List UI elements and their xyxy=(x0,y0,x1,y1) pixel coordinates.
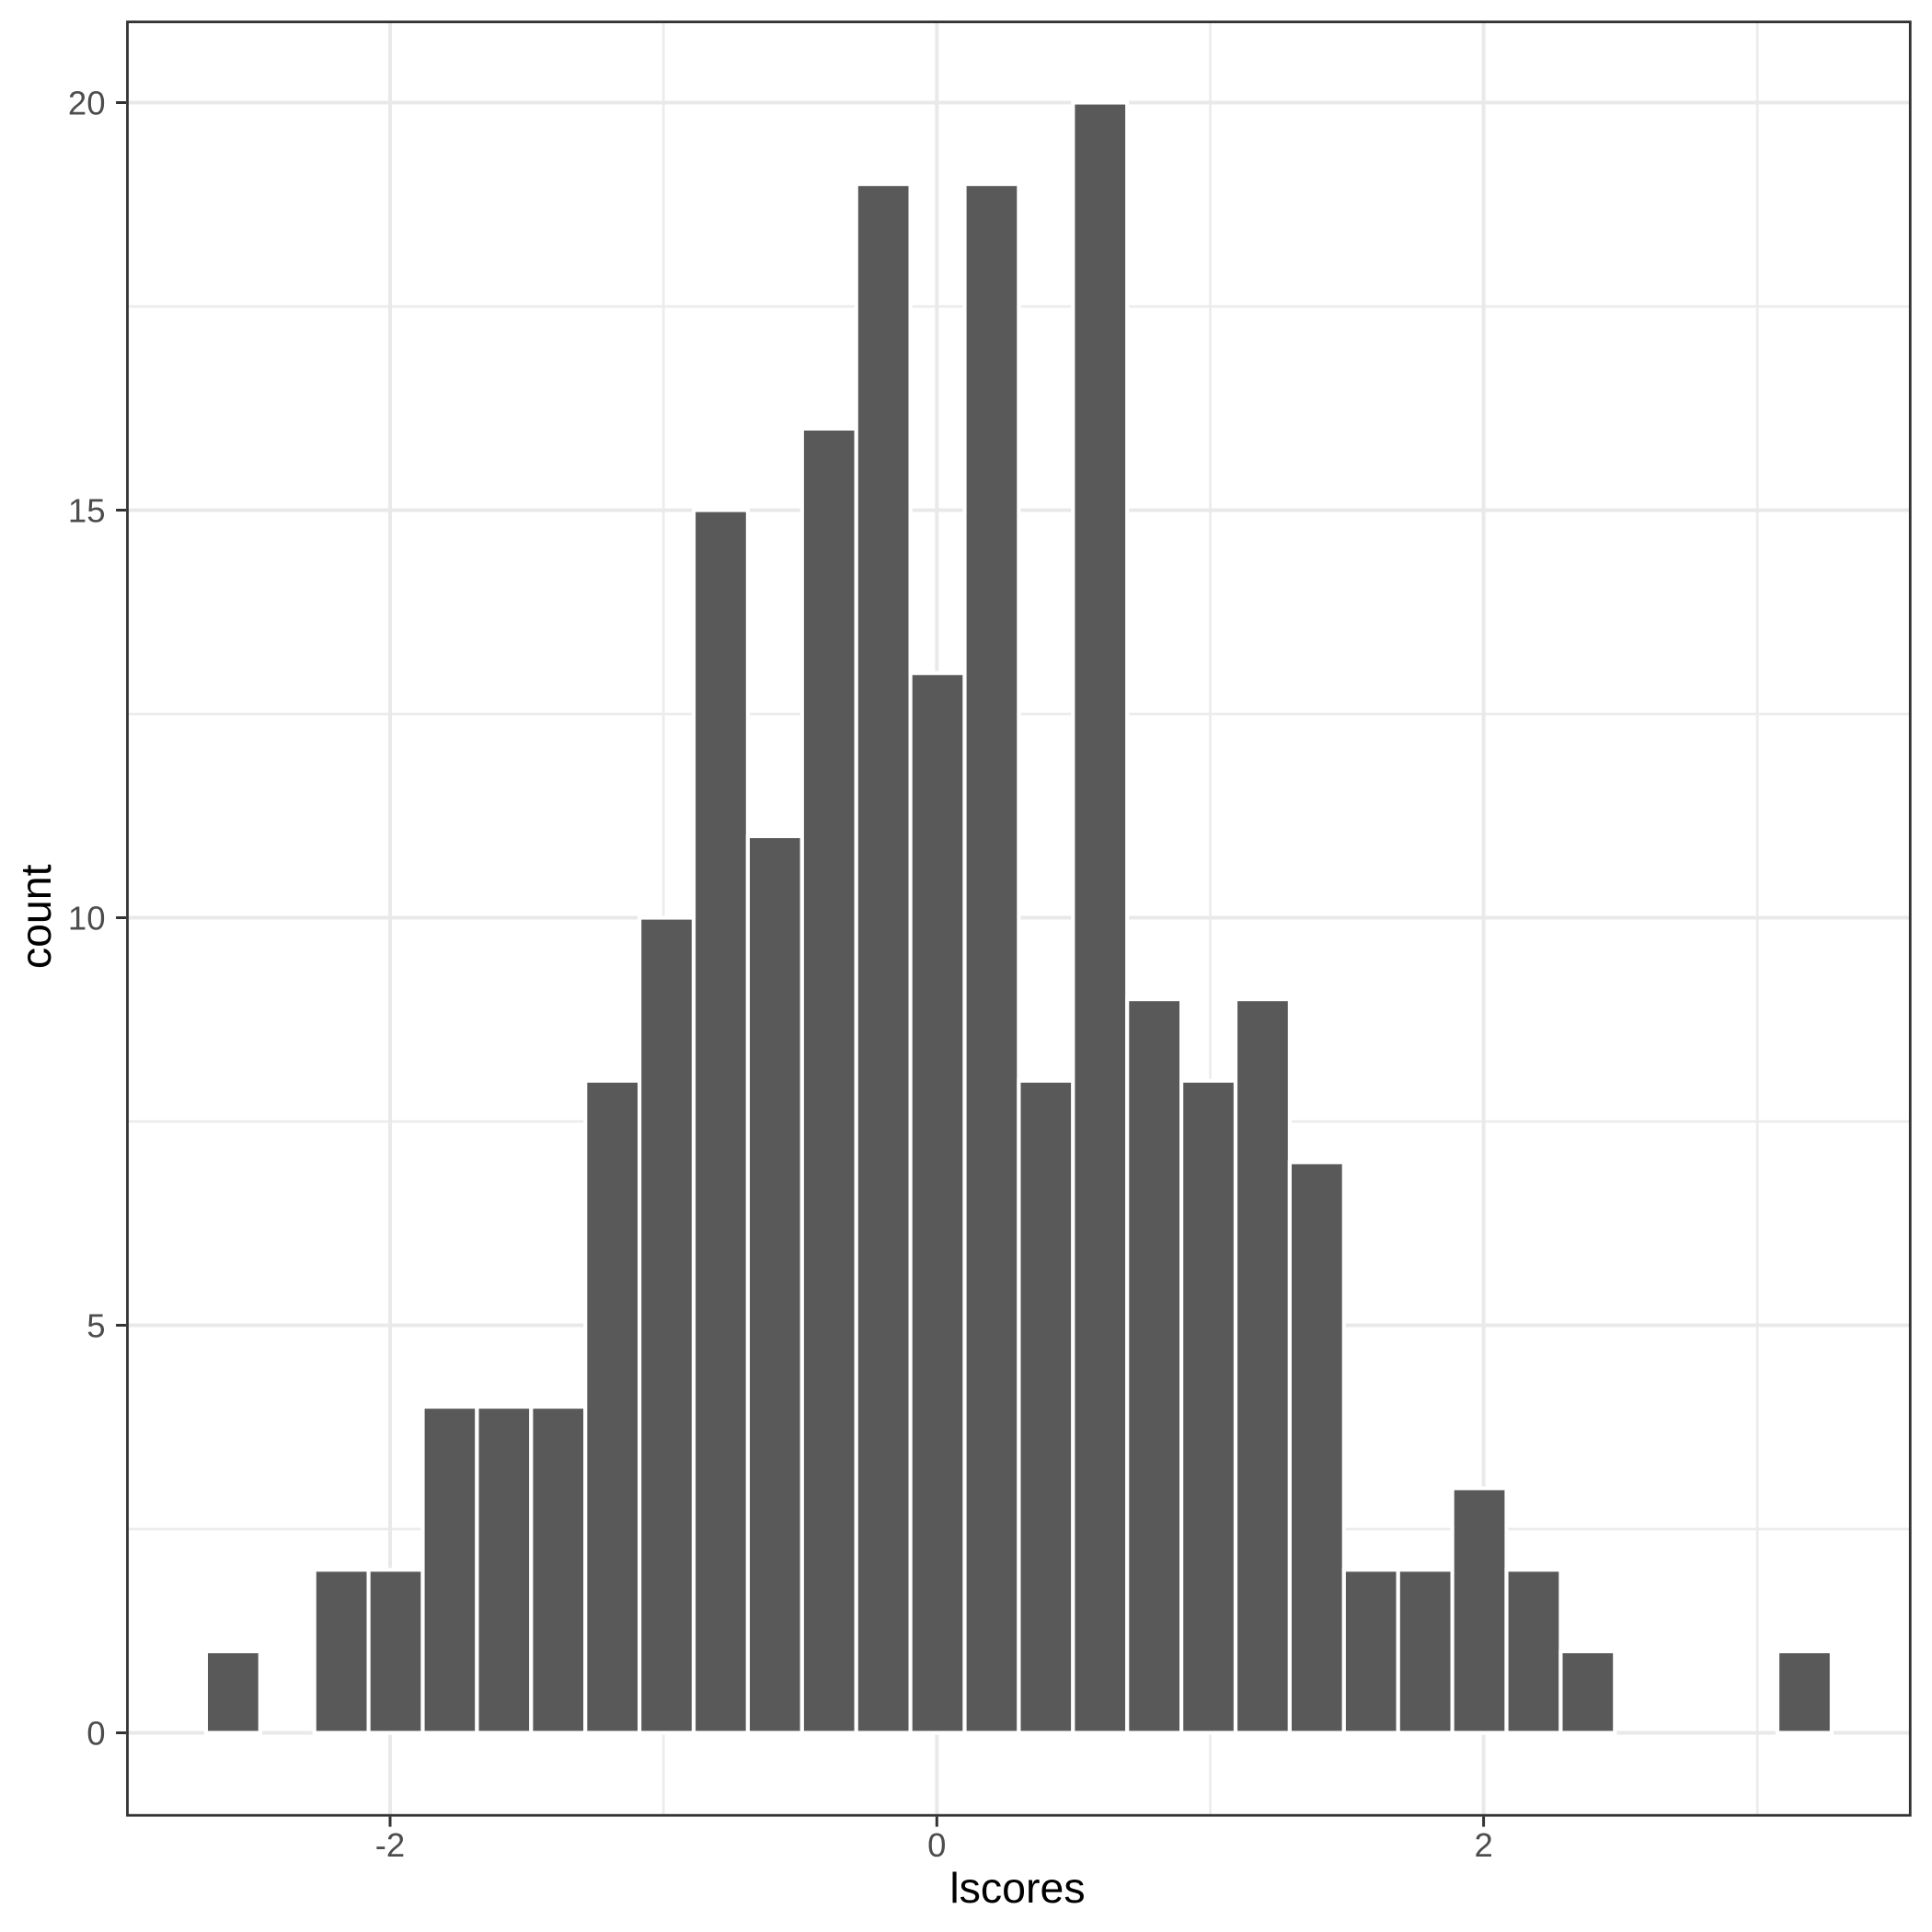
svg-text:-2: -2 xyxy=(375,1826,405,1864)
svg-text:10: 10 xyxy=(68,900,106,937)
svg-text:15: 15 xyxy=(68,492,106,530)
svg-text:20: 20 xyxy=(68,85,106,122)
svg-text:lscores: lscores xyxy=(949,1864,1085,1912)
svg-text:0: 0 xyxy=(927,1826,946,1864)
svg-text:2: 2 xyxy=(1474,1826,1492,1864)
svg-text:0: 0 xyxy=(86,1715,105,1753)
svg-text:count: count xyxy=(12,864,60,969)
svg-text:5: 5 xyxy=(86,1307,105,1345)
